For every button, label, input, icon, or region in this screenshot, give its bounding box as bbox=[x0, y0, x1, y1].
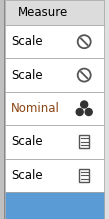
Bar bbox=[5, 192, 104, 219]
Text: Scale: Scale bbox=[11, 169, 43, 182]
Circle shape bbox=[81, 101, 88, 108]
Text: Nominal: Nominal bbox=[11, 102, 60, 115]
Bar bbox=[4, 0, 5, 219]
Bar bbox=[5, 58, 104, 92]
Text: Scale: Scale bbox=[11, 69, 43, 82]
Bar bbox=[5, 125, 104, 159]
Bar bbox=[0, 0, 5, 219]
Bar bbox=[5, 0, 104, 25]
Circle shape bbox=[76, 108, 83, 115]
Bar bbox=[5, 92, 104, 125]
Bar bbox=[5, 159, 104, 192]
Text: Measure: Measure bbox=[18, 6, 68, 19]
Text: Scale: Scale bbox=[11, 135, 43, 148]
Bar bbox=[79, 169, 89, 182]
Bar bbox=[5, 25, 104, 58]
Text: Scale: Scale bbox=[11, 35, 43, 48]
Bar bbox=[104, 0, 109, 219]
Bar bbox=[79, 135, 89, 148]
Circle shape bbox=[85, 108, 92, 115]
